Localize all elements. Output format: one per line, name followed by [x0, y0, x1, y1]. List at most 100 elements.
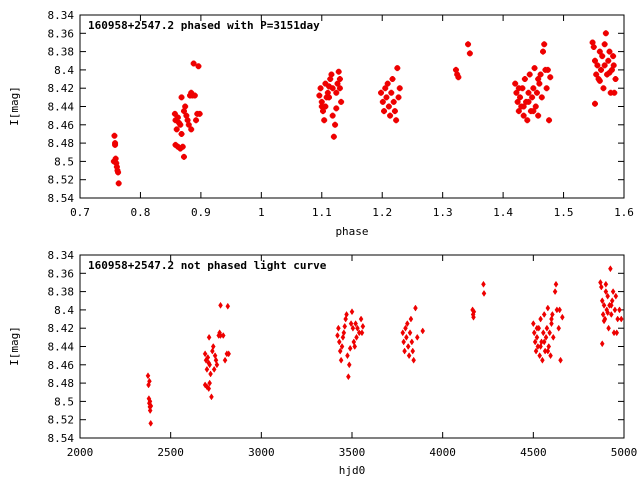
data-point — [526, 71, 533, 78]
data-point — [184, 117, 191, 124]
data-point — [524, 117, 531, 124]
data-point — [147, 377, 152, 385]
data-point — [344, 311, 349, 318]
data-point — [532, 338, 538, 346]
data-point — [329, 85, 336, 92]
data-point — [545, 347, 551, 355]
data-point — [545, 304, 551, 312]
data-point — [225, 302, 231, 310]
data-point — [324, 89, 331, 96]
data-point — [409, 338, 415, 346]
unphased-x-tick-label: 3500 — [339, 446, 366, 459]
phased-y-tick-label: 8.4 — [54, 64, 74, 77]
unphased-y-tick-label: 8.34 — [48, 249, 75, 262]
data-point — [546, 117, 553, 124]
phased-y-tick-label: 8.38 — [48, 46, 75, 59]
data-point — [405, 343, 411, 350]
data-point — [322, 103, 329, 110]
unphased-x-tick-label: 3000 — [248, 446, 275, 459]
data-point — [541, 41, 548, 48]
data-point — [618, 315, 624, 323]
data-point — [608, 66, 615, 73]
data-point — [531, 320, 536, 328]
data-point — [329, 112, 336, 119]
data-point — [406, 352, 412, 360]
data-point — [465, 41, 472, 48]
phased-y-tick-label: 8.34 — [48, 9, 75, 22]
unphased-y-tick-label: 8.42 — [48, 322, 75, 335]
data-point — [177, 145, 184, 152]
data-point — [533, 347, 539, 355]
data-point — [600, 85, 607, 92]
data-point — [394, 65, 401, 72]
data-point — [180, 108, 187, 115]
unphased-y-tick-label: 8.48 — [48, 377, 75, 390]
data-point — [396, 85, 403, 92]
data-point — [601, 317, 607, 325]
data-point — [401, 338, 406, 346]
unphased-x-axis-label: hjd0 — [339, 464, 366, 477]
data-point — [612, 306, 618, 314]
data-point — [609, 301, 614, 309]
data-point — [209, 393, 214, 401]
data-point — [531, 65, 538, 72]
data-point — [333, 89, 340, 96]
unphased-x-tick-label: 5000 — [611, 446, 638, 459]
unphased-x-tick-label: 4000 — [429, 446, 456, 459]
data-point — [350, 324, 356, 332]
unphased-data-points — [145, 265, 624, 427]
data-point — [145, 372, 151, 380]
data-point — [222, 356, 228, 364]
data-point — [407, 329, 413, 337]
data-point — [327, 76, 334, 83]
unphased-y-tick-label: 8.4 — [54, 304, 74, 317]
data-point — [611, 89, 618, 96]
data-point — [594, 62, 601, 69]
data-point — [388, 89, 395, 96]
data-point — [115, 180, 122, 187]
data-point — [174, 114, 181, 121]
data-point — [603, 280, 609, 288]
data-point — [601, 301, 607, 309]
data-point — [208, 370, 213, 378]
phased-plot-title: 160958+2547.2 phased with P=3151day — [88, 19, 320, 32]
data-point — [590, 44, 597, 51]
data-point — [395, 94, 402, 101]
phased-y-tick-label: 8.44 — [48, 101, 75, 114]
data-point — [318, 98, 325, 105]
data-point — [188, 126, 195, 133]
data-point — [342, 322, 348, 330]
data-point — [318, 103, 325, 110]
data-point — [411, 356, 416, 364]
data-point — [206, 333, 212, 341]
data-point — [338, 356, 344, 364]
data-point — [605, 57, 612, 64]
data-point — [515, 85, 522, 92]
data-point — [220, 332, 226, 339]
data-point — [334, 80, 341, 87]
data-point — [617, 306, 622, 314]
data-point — [593, 71, 600, 78]
data-point — [556, 324, 562, 332]
data-point — [560, 313, 565, 321]
data-point — [226, 350, 231, 358]
data-point — [452, 66, 459, 73]
data-point — [178, 130, 185, 137]
data-point — [521, 76, 528, 83]
unphased-y-tick-label: 8.52 — [48, 414, 75, 427]
data-point — [172, 141, 179, 148]
data-point — [403, 324, 408, 332]
data-point — [537, 352, 542, 360]
data-point — [548, 352, 553, 360]
data-point — [455, 74, 462, 81]
data-point — [544, 66, 551, 73]
data-point — [512, 80, 519, 87]
phased-x-tick-label: 0.9 — [191, 206, 211, 219]
data-point — [206, 385, 212, 393]
data-point — [614, 329, 620, 337]
data-point — [402, 347, 407, 355]
data-point — [393, 117, 400, 124]
phased-x-tick-label: 0.7 — [70, 206, 90, 219]
data-point — [606, 324, 611, 332]
